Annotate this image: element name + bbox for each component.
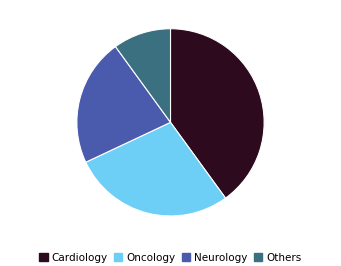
Legend: Cardiology, Oncology, Neurology, Others: Cardiology, Oncology, Neurology, Others	[35, 249, 306, 266]
Wedge shape	[116, 29, 170, 122]
Wedge shape	[86, 122, 225, 216]
Wedge shape	[170, 29, 264, 198]
Wedge shape	[77, 47, 170, 162]
